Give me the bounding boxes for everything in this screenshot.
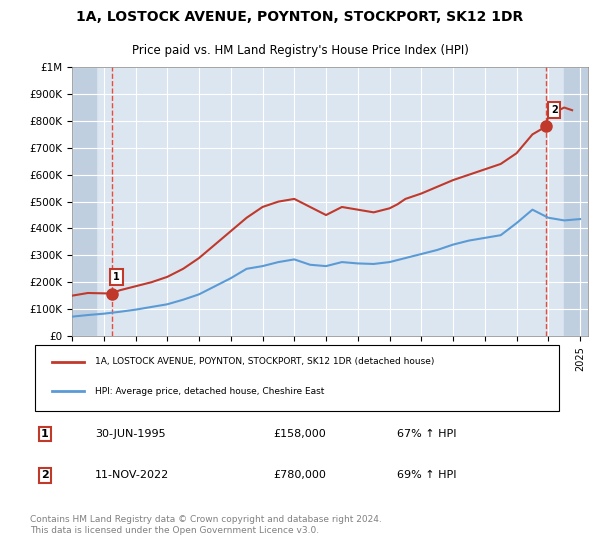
Text: £158,000: £158,000	[273, 429, 326, 439]
Text: 2: 2	[41, 470, 49, 480]
Text: 1: 1	[113, 272, 120, 282]
Bar	[72, 67, 96, 336]
Text: 2: 2	[551, 105, 557, 115]
Text: HPI: Average price, detached house, Cheshire East: HPI: Average price, detached house, Ches…	[95, 386, 324, 395]
Text: £780,000: £780,000	[273, 470, 326, 480]
Text: 1: 1	[41, 429, 49, 439]
Text: 1A, LOSTOCK AVENUE, POYNTON, STOCKPORT, SK12 1DR: 1A, LOSTOCK AVENUE, POYNTON, STOCKPORT, …	[76, 10, 524, 24]
Text: Contains HM Land Registry data © Crown copyright and database right 2024.
This d: Contains HM Land Registry data © Crown c…	[30, 515, 382, 535]
Bar	[564, 67, 588, 336]
Text: 11-NOV-2022: 11-NOV-2022	[95, 470, 169, 480]
Text: 67% ↑ HPI: 67% ↑ HPI	[397, 429, 457, 439]
Text: 30-JUN-1995: 30-JUN-1995	[95, 429, 166, 439]
FancyBboxPatch shape	[35, 345, 559, 411]
Text: Price paid vs. HM Land Registry's House Price Index (HPI): Price paid vs. HM Land Registry's House …	[131, 44, 469, 57]
Text: 1A, LOSTOCK AVENUE, POYNTON, STOCKPORT, SK12 1DR (detached house): 1A, LOSTOCK AVENUE, POYNTON, STOCKPORT, …	[95, 357, 434, 366]
Text: 69% ↑ HPI: 69% ↑ HPI	[397, 470, 457, 480]
